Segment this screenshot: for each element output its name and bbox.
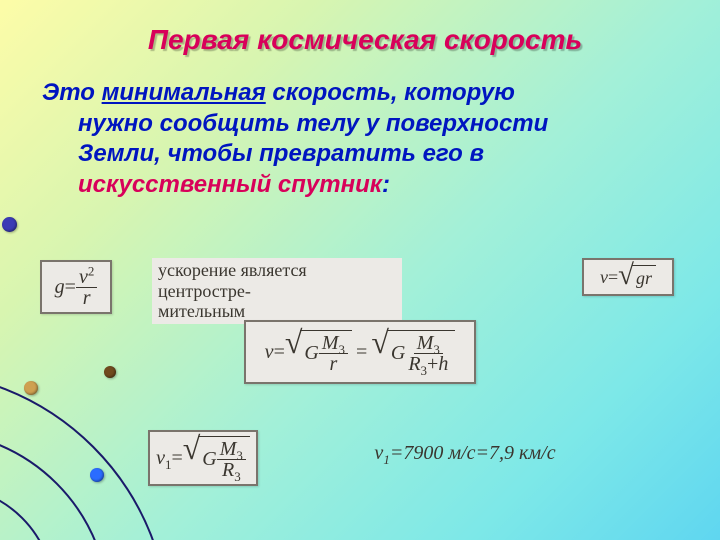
v1-lhs: v <box>156 447 165 469</box>
def-colon: : <box>382 171 390 198</box>
vb-plus: + <box>427 353 438 375</box>
formula-v-big: v = √ G M3 r = √ G M3 R3+h <box>244 320 476 384</box>
formula-v-sqrt-gr: v = √ gr <box>582 258 674 296</box>
formula-value: v1 = 7900 м/с = 7,9 км/с <box>350 442 580 465</box>
def-line3: Земли, чтобы превратить его в <box>42 139 692 170</box>
v1-num: M <box>220 438 237 460</box>
vb-G2: G <box>391 342 405 365</box>
val-lhs: v <box>374 442 383 464</box>
planet-icon <box>104 366 116 378</box>
vb-G1: G <box>304 342 318 365</box>
val-2: 7,9 км/с <box>489 442 556 465</box>
vb-lhs: v <box>265 341 274 364</box>
slide-title: Первая космическая скорость <box>38 24 692 56</box>
vs-lhs: v <box>600 267 608 288</box>
note-line2: мительным <box>158 301 396 322</box>
def-suffix1: скорость, которую <box>266 79 515 106</box>
vb-eq: = <box>274 341 285 364</box>
vb-num1: M <box>322 332 339 354</box>
g-lhs: g <box>55 276 65 299</box>
def-accent: искусственный спутник <box>78 171 382 198</box>
vb-den2a: R <box>408 353 420 375</box>
centripetal-note: ускорение является центростре- мительным <box>152 258 402 324</box>
note-line1: ускорение является центростре- <box>158 260 396 301</box>
vb-num2: M <box>417 332 434 354</box>
v1-den: R <box>222 459 234 481</box>
formula-v1: v1 = √ G M3 R3 <box>148 430 258 486</box>
val-1: 7900 м/с <box>403 442 475 465</box>
vb-den1: r <box>327 354 341 374</box>
vb-mid-eq: = <box>356 341 367 364</box>
val-eq: = <box>390 442 404 465</box>
g-den: r <box>80 288 94 308</box>
planet-icon <box>90 468 104 482</box>
g-eq: = <box>65 276 76 299</box>
def-line2: нужно сообщить телу у поверхности <box>42 109 692 140</box>
vb-den2b: h <box>438 353 448 375</box>
planet-icon <box>24 381 38 395</box>
def-prefix: Это <box>42 79 102 106</box>
def-underlined: минимальная <box>102 79 266 106</box>
val-mid-eq: = <box>476 442 490 465</box>
v1-eq: = <box>171 447 182 470</box>
vs-root: gr <box>632 265 656 289</box>
g-num-sup: 2 <box>88 263 95 278</box>
vs-eq: = <box>608 267 618 288</box>
v1-G: G <box>202 448 216 471</box>
g-num: v <box>79 266 88 288</box>
definition-text: Это минимальная скорость, которую нужно … <box>42 78 692 201</box>
planet-icon <box>2 217 17 232</box>
v1-den-sub: 3 <box>234 469 241 484</box>
formula-g: g = v2 r <box>40 260 112 314</box>
slide: Первая космическая скорость Это минималь… <box>0 0 720 540</box>
